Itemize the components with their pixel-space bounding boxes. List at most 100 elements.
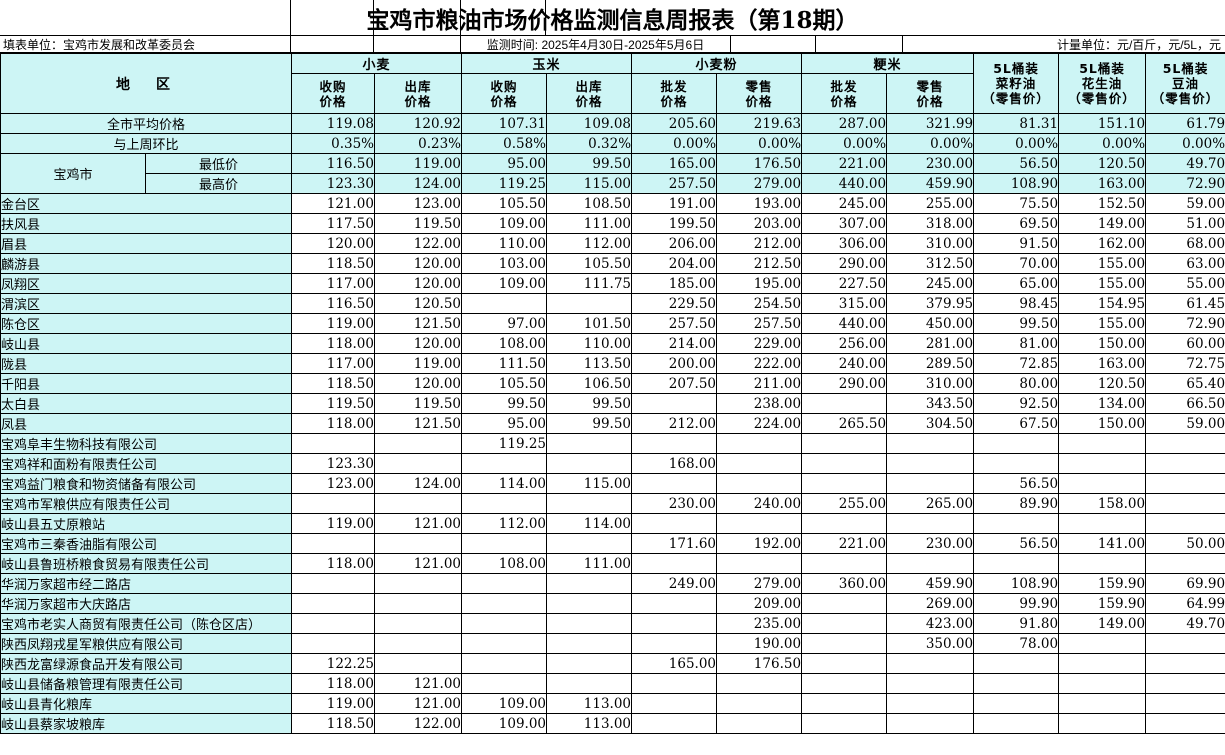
title-tick-2 bbox=[373, 0, 374, 36]
cell-r3-c3: 105.50 bbox=[546, 253, 633, 274]
row-label: 岐山县储备粮管理有限责任公司 bbox=[0, 673, 292, 694]
cell-r26-c5 bbox=[716, 713, 803, 734]
cell-r22-c7: 350.00 bbox=[886, 633, 975, 654]
row-label: 宝鸡市军粮供应有限责任公司 bbox=[0, 493, 292, 514]
cell-r24-c4 bbox=[631, 673, 718, 694]
cell-r9-c3: 106.50 bbox=[546, 373, 633, 394]
cell-r14-c4 bbox=[631, 473, 718, 494]
cell-r17-c5: 192.00 bbox=[716, 533, 803, 554]
cell-r22-c10 bbox=[1145, 633, 1225, 654]
cell-r26-c1: 122.00 bbox=[373, 713, 463, 734]
cell-min-2: 95.00 bbox=[461, 153, 548, 174]
cell-r22-c1 bbox=[373, 633, 463, 654]
cell-r9-c0: 118.50 bbox=[291, 373, 375, 394]
cell-r18-c9 bbox=[1058, 553, 1147, 574]
cell-r23-c1 bbox=[373, 653, 463, 674]
cell-max-6: 440.00 bbox=[801, 173, 888, 194]
subcol-flour-retail: 零售 价格 bbox=[716, 73, 803, 114]
cell-r7-c10: 60.00 bbox=[1145, 333, 1225, 354]
table-row: 宝鸡益门粮食和物资储备有限公司 123.00 124.00 114.00 115.00 5… bbox=[0, 473, 1225, 494]
cell-r25-c3: 113.00 bbox=[546, 693, 633, 714]
cell-r10-c9: 134.00 bbox=[1058, 393, 1147, 414]
cell-r0-c7: 255.00 bbox=[886, 193, 975, 214]
cell-r19-c6: 360.00 bbox=[801, 573, 888, 594]
cell-r0-c10: 59.00 bbox=[1145, 193, 1225, 214]
cell-r9-c7: 310.00 bbox=[886, 373, 975, 394]
table-row: 宝鸡市三秦香油脂有限公司 171.60 192.00 221.00 230.00 56.5… bbox=[0, 533, 1225, 554]
cell-r11-c8: 67.50 bbox=[973, 413, 1060, 434]
cell-r20-c4 bbox=[631, 593, 718, 614]
cell-r21-c4 bbox=[631, 613, 718, 634]
cell-r2-c8: 91.50 bbox=[973, 233, 1060, 254]
cell-r23-c9 bbox=[1058, 653, 1147, 674]
cell-r0-c0: 121.00 bbox=[291, 193, 375, 214]
cell-r0-c2: 105.50 bbox=[461, 193, 548, 214]
cell-r22-c0 bbox=[291, 633, 375, 654]
cell-r10-c1: 119.50 bbox=[373, 393, 463, 414]
table-row: 太白县 119.50 119.50 99.50 99.50 238.00 343.50 92.… bbox=[0, 393, 1225, 414]
cell-r25-c0: 119.00 bbox=[291, 693, 375, 714]
cell-r24-c7 bbox=[886, 673, 975, 694]
soybean-oil-line3: （零售价） bbox=[1151, 91, 1220, 106]
cell-r21-c8: 91.80 bbox=[973, 613, 1060, 634]
cell-avg-2: 107.31 bbox=[461, 113, 548, 134]
cell-r8-c4: 200.00 bbox=[631, 353, 718, 374]
group-header-wheat-flour: 小麦粉 bbox=[631, 53, 803, 74]
row-label-min-price: 最低价 bbox=[145, 153, 292, 174]
cell-r14-c3: 115.00 bbox=[546, 473, 633, 494]
cell-r24-c8 bbox=[973, 673, 1060, 694]
cell-r16-c8 bbox=[973, 513, 1060, 534]
cell-r3-c1: 120.00 bbox=[373, 253, 463, 274]
row-label: 宝鸡市老实人商贸有限责任公司（陈仓区店） bbox=[0, 613, 292, 634]
cell-r3-c8: 70.00 bbox=[973, 253, 1060, 274]
cell-r4-c8: 65.00 bbox=[973, 273, 1060, 294]
cell-avg-9: 151.10 bbox=[1058, 113, 1147, 134]
cell-min-3: 99.50 bbox=[546, 153, 633, 174]
cell-r11-c4: 212.00 bbox=[631, 413, 718, 434]
cell-r1-c0: 117.50 bbox=[291, 213, 375, 234]
cell-r26-c0: 118.50 bbox=[291, 713, 375, 734]
cell-r19-c7: 459.90 bbox=[886, 573, 975, 594]
table-body: 全市平均价格 119.08 120.92 107.31 109.08 205.60 219.… bbox=[0, 113, 1225, 734]
cell-r4-c3: 111.75 bbox=[546, 273, 633, 294]
cell-r7-c3: 110.00 bbox=[546, 333, 633, 354]
cell-r23-c6 bbox=[801, 653, 888, 674]
measure-unit-label: 计量单位：元/百斤，元/5L，元 bbox=[1056, 37, 1221, 52]
cell-r9-c4: 207.50 bbox=[631, 373, 718, 394]
cell-r10-c5: 238.00 bbox=[716, 393, 803, 414]
cell-r11-c3: 99.50 bbox=[546, 413, 633, 434]
cell-avg-0: 119.08 bbox=[291, 113, 375, 134]
cell-r16-c6 bbox=[801, 513, 888, 534]
cell-wow-6: 0.00% bbox=[801, 133, 888, 154]
row-label: 宝鸡阜丰生物科技有限公司 bbox=[0, 433, 292, 454]
cell-r24-c1: 121.00 bbox=[373, 673, 463, 694]
cell-r2-c1: 122.00 bbox=[373, 233, 463, 254]
soybean-oil-line2: 豆油 bbox=[1172, 76, 1200, 91]
cell-r4-c2: 109.00 bbox=[461, 273, 548, 294]
cell-r7-c2: 108.00 bbox=[461, 333, 548, 354]
cell-r16-c3: 114.00 bbox=[546, 513, 633, 534]
row-label: 岐山县五丈原粮站 bbox=[0, 513, 292, 534]
cell-wow-1: 0.23% bbox=[373, 133, 463, 154]
cell-r26-c10 bbox=[1145, 713, 1225, 734]
cell-r16-c2: 112.00 bbox=[461, 513, 548, 534]
subcol-wheat-purchase: 收购 价格 bbox=[291, 73, 375, 114]
cell-r10-c3: 99.50 bbox=[546, 393, 633, 414]
cell-r16-c10 bbox=[1145, 513, 1225, 534]
table-row: 眉县 120.00 122.00 110.00 112.00 206.00 212.00 30… bbox=[0, 233, 1225, 254]
cell-r3-c10: 63.00 bbox=[1145, 253, 1225, 274]
cell-r12-c3 bbox=[546, 433, 633, 454]
cell-r14-c7 bbox=[886, 473, 975, 494]
cell-r9-c2: 105.50 bbox=[461, 373, 548, 394]
subcol-corn-purchase: 收购 价格 bbox=[461, 73, 548, 114]
cell-r13-c0: 123.30 bbox=[291, 453, 375, 474]
cell-r17-c8: 56.50 bbox=[973, 533, 1060, 554]
peanut-oil-line3: （零售价） bbox=[1068, 91, 1136, 106]
cell-r4-c10: 55.00 bbox=[1145, 273, 1225, 294]
cell-r12-c0 bbox=[291, 433, 375, 454]
cell-r8-c6: 240.00 bbox=[801, 353, 888, 374]
table-row: 千阳县 118.50 120.00 105.50 106.50 207.50 211.00 2… bbox=[0, 373, 1225, 394]
cell-r20-c1 bbox=[373, 593, 463, 614]
subcol-text-6: 批发 价格 bbox=[830, 78, 858, 109]
cell-r24-c6 bbox=[801, 673, 888, 694]
